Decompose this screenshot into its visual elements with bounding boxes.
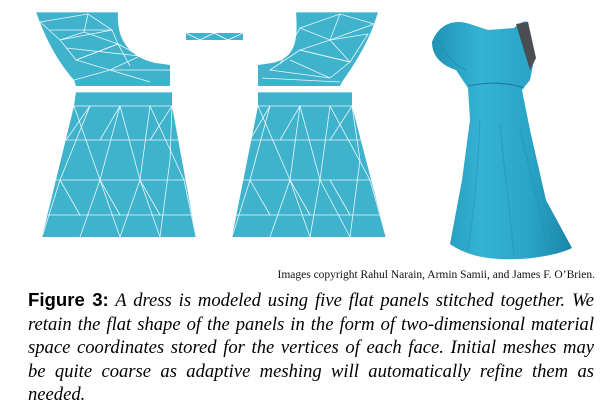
figure-label: Figure 3: [28,289,109,310]
back-skirt-panel [231,91,387,238]
front-bodice-panel [36,11,170,86]
caption-text: A dress is modeled using five flat panel… [28,290,594,405]
dress-figure [36,11,572,260]
figure-caption: Figure 3: A dress is modeled using five … [28,288,594,407]
dress-render [432,21,572,260]
front-skirt-panel [41,91,197,238]
back-bodice-panel [258,11,378,86]
image-copyright: Images copyright Rahul Narain, Armin Sam… [277,269,595,281]
strap-panel [185,32,244,41]
